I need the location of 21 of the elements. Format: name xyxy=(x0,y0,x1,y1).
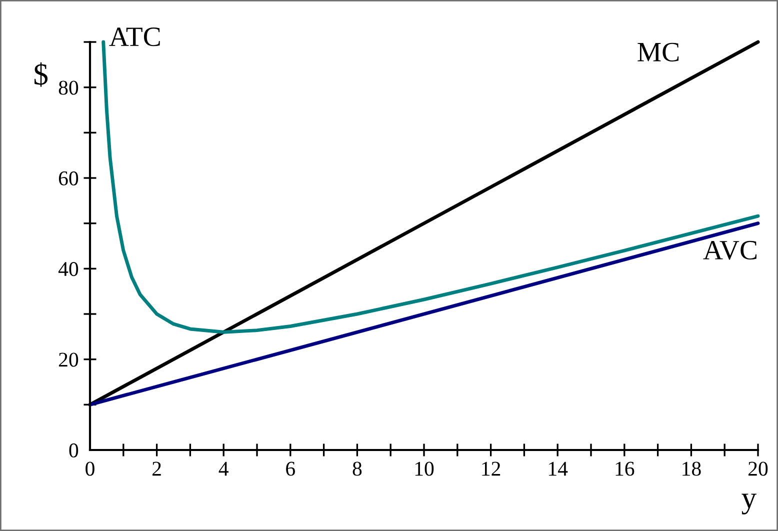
x-tick-label: 12 xyxy=(482,462,500,476)
y-tick-label: 40 xyxy=(58,262,78,276)
annotation: AVC xyxy=(703,240,756,260)
x-axis-title: y xyxy=(742,494,756,514)
y-tick-label: 60 xyxy=(58,171,78,186)
x-tick-label: 6 xyxy=(286,462,295,476)
x-tick-label: 20 xyxy=(748,462,768,476)
x-tick-label: 4 xyxy=(218,462,228,476)
y-axis-title: $ xyxy=(34,62,48,87)
y-tick-label: 80 xyxy=(58,80,78,95)
x-tick-label: 10 xyxy=(415,462,434,476)
y-tick-label: 20 xyxy=(58,352,78,367)
x-tick-label: 18 xyxy=(682,462,701,476)
annotation: ATC xyxy=(109,28,160,46)
y-tick-label: 0 xyxy=(69,443,78,458)
x-tick-label: 16 xyxy=(616,462,634,476)
x-tick-label: 8 xyxy=(352,462,362,476)
x-tick-label: 0 xyxy=(86,462,94,476)
annotation: MC xyxy=(638,42,679,62)
x-tick-label: 2 xyxy=(152,462,161,476)
x-tick-label: 14 xyxy=(549,462,568,476)
